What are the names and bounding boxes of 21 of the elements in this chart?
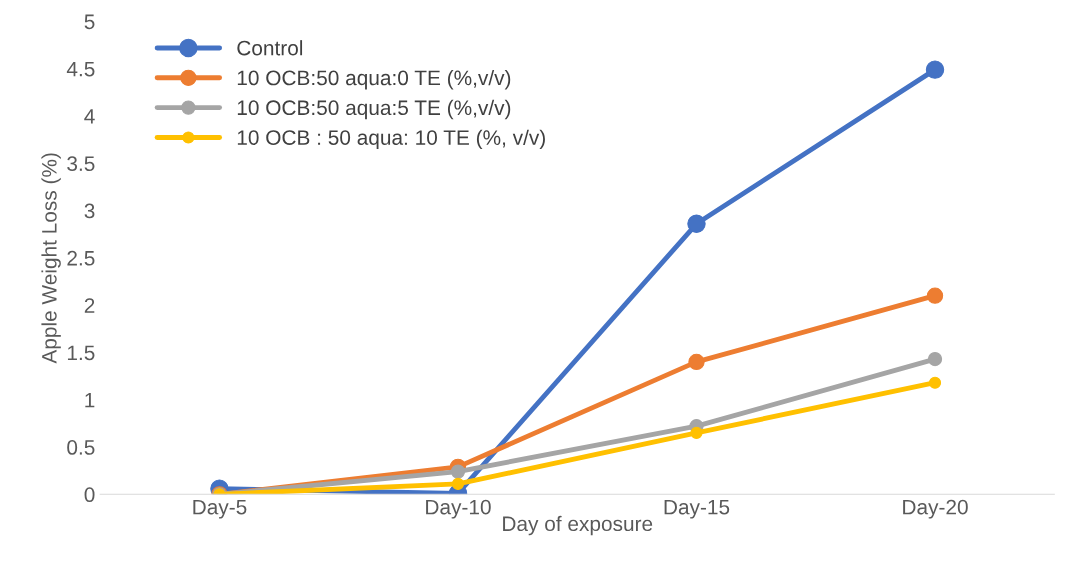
legend-label: 10 OCB : 50 aqua: 10 TE (%, v/v) [237, 129, 545, 150]
y-tick-label: 2.5 [67, 250, 95, 266]
x-tick-label: Day-5 [193, 499, 247, 519]
legend-label: Control [237, 40, 303, 56]
y-tick-label: 0 [84, 487, 95, 503]
y-tick-label: 4.5 [66, 61, 95, 77]
y-tick-label: 3 [84, 203, 95, 219]
legend-label: 10 OCB:50 aqua:5 TE (%,v/v) [237, 99, 511, 120]
x-tick-label: Day-20 [903, 499, 968, 519]
x-tick-label: Day-15 [664, 499, 730, 519]
x-tick-label: Day-10 [426, 499, 491, 519]
legend-label: 10 OCB:50 aqua:0 TE (%,v/v) [237, 69, 511, 90]
y-tick-label: 0.5 [67, 440, 95, 455]
y-tick-label: 1.5 [67, 345, 95, 361]
y-tick-label: 3.5 [67, 156, 95, 172]
y-tick-label: 5 [84, 14, 95, 30]
y-tick-label: 2 [84, 298, 95, 313]
y-axis-title: Apple Weight Loss (%) [41, 153, 61, 364]
x-axis-title: Day of exposure [503, 515, 653, 536]
y-tick-label: 4 [84, 109, 95, 124]
y-tick-label: 1 [85, 392, 95, 408]
